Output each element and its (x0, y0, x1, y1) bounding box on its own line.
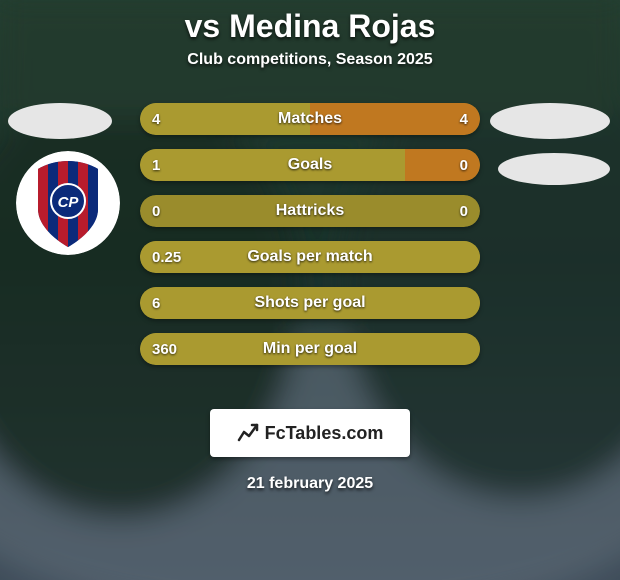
page-title: vs Medina Rojas (185, 8, 436, 45)
stat-row: 360Min per goal (140, 333, 480, 365)
stats-bars: 44Matches 10Goals 00Hattricks 0.25Goals per… (140, 103, 480, 365)
brand-text: FcTables.com (265, 423, 384, 444)
player-photo-left (8, 103, 112, 139)
stat-row: 0.25Goals per match (140, 241, 480, 273)
stat-label: Hattricks (140, 195, 480, 227)
subtitle: Club competitions, Season 2025 (187, 51, 432, 69)
brand-icon (237, 422, 259, 444)
stat-label: Matches (140, 103, 480, 135)
stat-label: Goals per match (140, 241, 480, 273)
stat-label: Shots per goal (140, 287, 480, 319)
brand-badge[interactable]: FcTables.com (210, 409, 410, 457)
date-label: 21 february 2025 (247, 475, 373, 493)
stat-row: 10Goals (140, 149, 480, 181)
stat-label: Min per goal (140, 333, 480, 365)
club-logo: CP (16, 151, 120, 255)
svg-text:CP: CP (58, 194, 80, 211)
player-photo-right-1 (490, 103, 610, 139)
stat-row: 44Matches (140, 103, 480, 135)
player-photo-right-2 (498, 153, 610, 185)
stat-row: 00Hattricks (140, 195, 480, 227)
stat-row: 6Shots per goal (140, 287, 480, 319)
stat-label: Goals (140, 149, 480, 181)
comparison-area: CP 44Matches 10Goals 00Hattricks 0.25Goals … (0, 97, 620, 397)
